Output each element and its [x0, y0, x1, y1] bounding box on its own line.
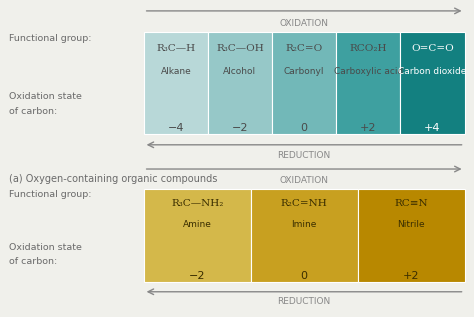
Text: REDUCTION: REDUCTION: [277, 297, 331, 306]
Text: OXIDATION: OXIDATION: [280, 19, 328, 28]
Text: RC≡N: RC≡N: [394, 199, 428, 208]
Text: R₃C—H: R₃C—H: [156, 44, 195, 54]
Text: 0: 0: [301, 123, 308, 133]
Text: −2: −2: [189, 271, 205, 281]
Text: Carboxylic acid: Carboxylic acid: [334, 67, 403, 76]
Text: Oxidation state: Oxidation state: [9, 243, 82, 252]
Text: Carbon dioxide: Carbon dioxide: [398, 67, 466, 76]
Text: R₂C=O: R₂C=O: [285, 44, 323, 54]
Text: Nitrile: Nitrile: [397, 220, 425, 229]
Text: of carbon:: of carbon:: [9, 107, 58, 116]
Text: R₃C—NH₂: R₃C—NH₂: [171, 199, 223, 208]
Bar: [144, 189, 251, 282]
Text: +2: +2: [403, 271, 419, 281]
Text: +4: +4: [424, 123, 441, 133]
Text: of carbon:: of carbon:: [9, 256, 58, 266]
Text: OXIDATION: OXIDATION: [280, 176, 328, 185]
Bar: [272, 32, 336, 134]
Text: RCO₂H: RCO₂H: [349, 44, 387, 54]
Text: Amine: Amine: [183, 220, 211, 229]
Text: Oxidation state: Oxidation state: [9, 92, 82, 100]
Bar: [357, 189, 465, 282]
Text: −2: −2: [232, 123, 248, 133]
Text: Alcohol: Alcohol: [223, 67, 256, 76]
Text: Carbonyl: Carbonyl: [284, 67, 324, 76]
Bar: [251, 189, 357, 282]
Text: Functional group:: Functional group:: [9, 190, 92, 199]
Text: (a) Oxygen-containing organic compounds: (a) Oxygen-containing organic compounds: [9, 174, 218, 184]
Text: Imine: Imine: [292, 220, 317, 229]
Bar: [144, 32, 208, 134]
Text: R₃C—OH: R₃C—OH: [216, 44, 264, 54]
Text: REDUCTION: REDUCTION: [277, 151, 331, 160]
Bar: [401, 32, 465, 134]
Text: +2: +2: [360, 123, 376, 133]
Text: Alkane: Alkane: [160, 67, 191, 76]
Text: 0: 0: [301, 271, 308, 281]
Text: Functional group:: Functional group:: [9, 34, 92, 43]
Text: O=C=O: O=C=O: [411, 44, 454, 54]
Text: −4: −4: [167, 123, 184, 133]
Bar: [336, 32, 401, 134]
Bar: [208, 32, 272, 134]
Text: R₂C=NH: R₂C=NH: [281, 199, 328, 208]
